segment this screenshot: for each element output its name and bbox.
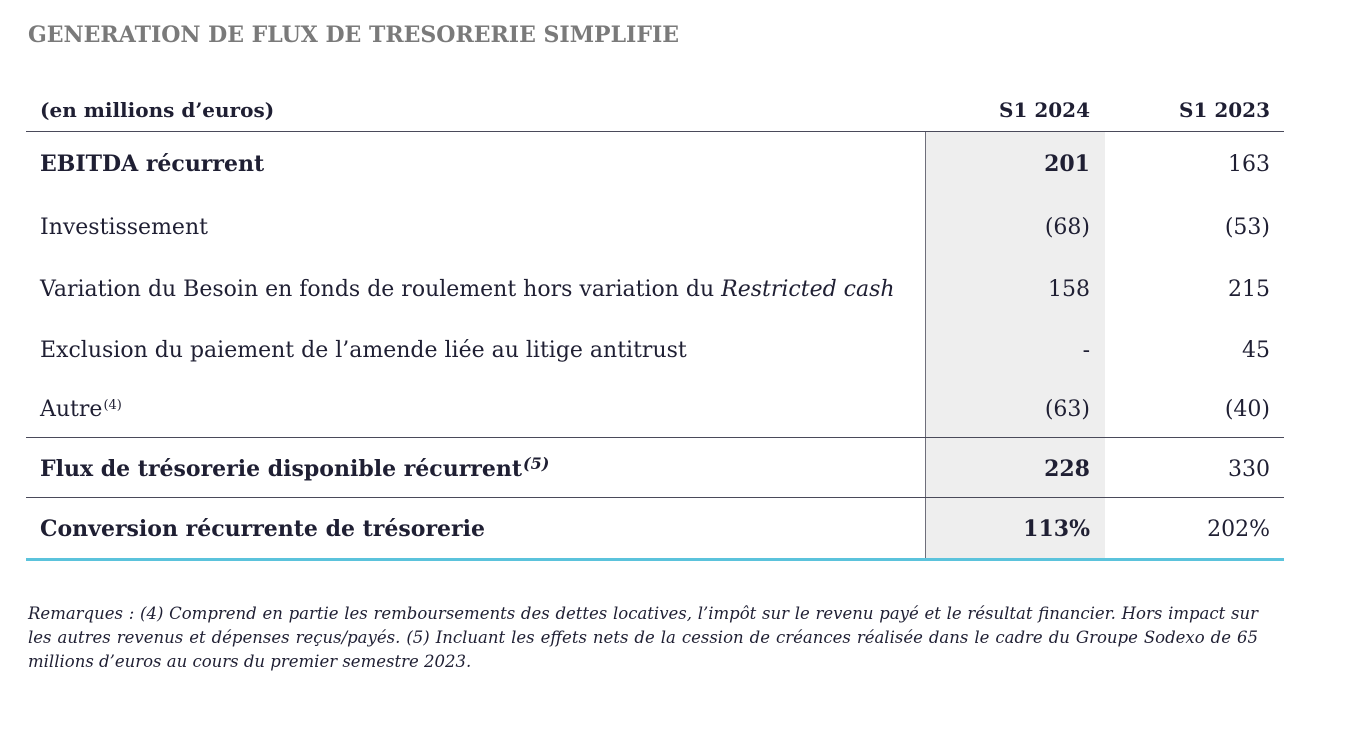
table-row: EBITDA récurrent 201 163	[26, 144, 1284, 184]
row-value-s1-2024: -	[1082, 337, 1090, 363]
table-row: Autre (4) (63) (40)	[26, 389, 1284, 429]
header-units-label: (en millions d’euros)	[40, 98, 275, 122]
row-value-s1-2023: 215	[1228, 276, 1270, 302]
row-label: Variation du Besoin en fonds de roulemen…	[40, 269, 895, 309]
row-value-s1-2024: 228	[1044, 456, 1090, 482]
row-value-s1-2023: 163	[1228, 151, 1270, 177]
row-label: Investissement	[40, 214, 208, 240]
row-value-s1-2023: 330	[1228, 456, 1270, 482]
header-col-s1-2023: S1 2023	[1179, 98, 1270, 122]
row-value-s1-2024: (68)	[1044, 214, 1090, 240]
row-divider	[26, 437, 1284, 438]
row-value-s1-2024: 201	[1044, 151, 1090, 177]
row-label-text: Autre	[40, 396, 103, 422]
row-label: Autre (4)	[40, 389, 122, 429]
row-label: Exclusion du paiement de l’amende liée a…	[40, 337, 687, 363]
current-period-column-shading	[925, 132, 1105, 558]
row-value-s1-2024: (63)	[1044, 396, 1090, 422]
remarks-footnote: Remarques : (4) Comprend en partie les r…	[28, 604, 1258, 671]
table-row: Investissement (68) (53)	[26, 207, 1284, 247]
table-row: Conversion récurrente de trésorerie 113%…	[26, 509, 1284, 549]
row-label: EBITDA récurrent	[40, 151, 265, 177]
table-header-row: (en millions d’euros) S1 2024 S1 2023	[26, 90, 1284, 130]
row-label: Flux de trésorerie disponible récurrent(…	[40, 449, 549, 489]
row-label-text: Variation du Besoin en fonds de roulemen…	[40, 276, 722, 302]
row-divider	[26, 497, 1284, 498]
table-bottom-rule	[26, 558, 1284, 561]
row-value-s1-2023: (40)	[1224, 396, 1270, 422]
row-label: Conversion récurrente de trésorerie	[40, 516, 485, 542]
table-row: Flux de trésorerie disponible récurrent(…	[26, 449, 1284, 489]
column-divider	[925, 132, 926, 558]
row-value-s1-2024: 158	[1048, 276, 1090, 302]
table-row: Exclusion du paiement de l’amende liée a…	[26, 330, 1284, 370]
header-divider	[26, 131, 1284, 132]
row-value-s1-2023: 45	[1242, 337, 1270, 363]
row-label-text: Flux de trésorerie disponible récurrent	[40, 456, 523, 482]
footnote-marker: (5)	[523, 453, 550, 473]
row-label-italic-text: Restricted cash	[721, 276, 895, 302]
table-row: Variation du Besoin en fonds de roulemen…	[26, 269, 1284, 309]
footnote-marker: (4)	[103, 397, 122, 413]
row-value-s1-2023: 202%	[1207, 516, 1270, 542]
row-value-s1-2024: 113%	[1023, 516, 1090, 542]
row-value-s1-2023: (53)	[1224, 214, 1270, 240]
page-title: GENERATION DE FLUX DE TRESORERIE SIMPLIF…	[28, 22, 680, 48]
header-col-s1-2024: S1 2024	[999, 98, 1090, 122]
